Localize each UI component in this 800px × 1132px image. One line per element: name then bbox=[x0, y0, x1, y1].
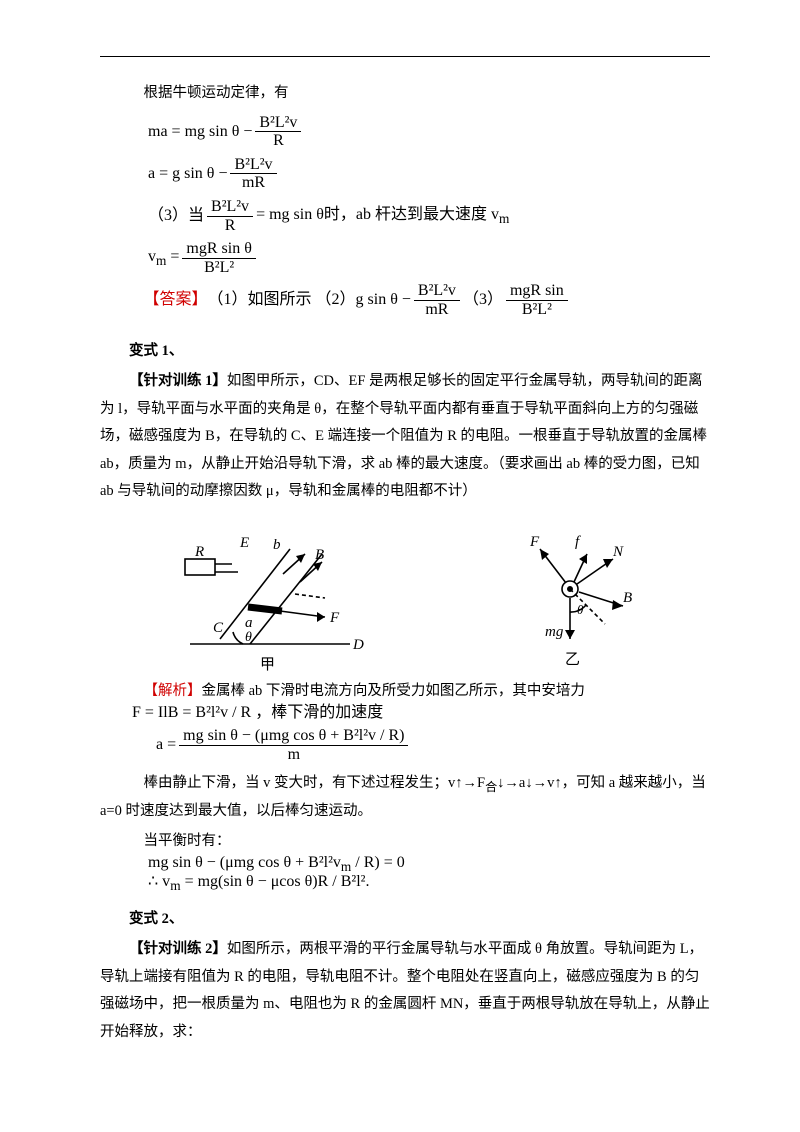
fraction: mg sin θ − (μmg cos θ + B²l²v / R) m bbox=[179, 727, 408, 763]
jiexi-text2a: 棒由静止下滑，当 v 变大时，有下述过程发生；v↑→F bbox=[144, 775, 486, 791]
label-B: B bbox=[623, 590, 632, 606]
frac-den: R bbox=[269, 132, 288, 150]
eq-suf: = mg sin θ时，ab 杆达到最大速度 vm bbox=[256, 207, 509, 226]
equation-ma: ma = mg sin θ − B²L²v R bbox=[148, 114, 710, 150]
label-jia: 甲 bbox=[260, 657, 275, 673]
answer-line: 【答案】 （1）如图所示 （2） g sin θ − B²L²v mR （3） … bbox=[144, 282, 711, 318]
frac-den: B²L² bbox=[518, 301, 556, 319]
jiexi-eq-a: a = mg sin θ − (μmg cos θ + B²l²v / R) m bbox=[156, 727, 710, 763]
eq-lhs: a = g sin θ − bbox=[148, 166, 227, 182]
frac-num: B²L²v bbox=[255, 114, 301, 133]
figure-yi: F f N B mg θ 乙 bbox=[495, 514, 645, 674]
label-C: C bbox=[213, 620, 224, 636]
jiexi-eq2: mg sin θ − (μmg cos θ + B²l²vm / R) = 0 bbox=[148, 855, 710, 874]
frac-num: B²L²v bbox=[207, 198, 253, 217]
answer-part1: （1）如图所示 （2） bbox=[208, 292, 356, 308]
equation-a: a = g sin θ − B²L²v mR bbox=[148, 156, 710, 192]
label-N: N bbox=[612, 544, 624, 560]
bianshi-2-heading: 变式 2、 bbox=[100, 906, 710, 934]
header-rule bbox=[100, 56, 710, 57]
frac-num: mg sin θ − (μmg cos θ + B²l²v / R) bbox=[179, 727, 408, 746]
frac-num: mgR sin θ bbox=[182, 240, 255, 259]
jiexi-label: 【解析】 bbox=[144, 683, 202, 699]
frac-num: B²L²v bbox=[230, 156, 276, 175]
frac-den: R bbox=[221, 217, 240, 235]
label-f: f bbox=[575, 534, 581, 550]
train1-paragraph: 【针对训练 1】如图甲所示，CD、EF 是两根足够长的固定平行金属导轨，两导轨间… bbox=[100, 368, 710, 506]
jiexi-text3: 当平衡时有： bbox=[100, 828, 710, 856]
label-B: B bbox=[315, 547, 324, 563]
label-theta: θ bbox=[245, 630, 252, 645]
fraction: B²L²v mR bbox=[230, 156, 276, 192]
answer-label: 【答案】 bbox=[144, 292, 208, 308]
fraction: mgR sin θ B²L² bbox=[182, 240, 255, 276]
label-R: R bbox=[194, 544, 204, 560]
label-F: F bbox=[529, 534, 540, 550]
jiexi-text2: 棒由静止下滑，当 v 变大时，有下述过程发生；v↑→F合↓→a↓→v↑，可知 a… bbox=[100, 770, 710, 826]
page: 根据牛顿运动定律，有 ma = mg sin θ − B²L²v R a = g… bbox=[0, 0, 800, 1132]
frac-den: mR bbox=[238, 174, 269, 192]
equation-vm: vm = mgR sin θ B²L² bbox=[148, 240, 710, 276]
fraction: B²L²v mR bbox=[414, 282, 460, 318]
answer-part3: （3） bbox=[463, 292, 503, 308]
frac-num: B²L²v bbox=[414, 282, 460, 301]
equation-condition: （3）当 B²L²v R = mg sin θ时，ab 杆达到最大速度 vm bbox=[148, 198, 710, 234]
label-mg: mg bbox=[545, 624, 564, 640]
eq-lhs: vm = bbox=[148, 249, 179, 268]
eq-pre: （3）当 bbox=[148, 208, 204, 224]
jiexi-eq-F: F = IlB = B²l²v / R ，棒下滑的加速度 bbox=[132, 705, 710, 721]
train1-label: 【针对训练 1】 bbox=[129, 373, 227, 389]
answer-part2: g sin θ − bbox=[356, 292, 411, 308]
fraction: mgR sin B²L² bbox=[506, 282, 568, 318]
train1-body: 如图甲所示，CD、EF 是两根足够长的固定平行金属导轨，两导轨间的距离为 l，导… bbox=[100, 373, 707, 499]
label-E: E bbox=[239, 535, 249, 551]
frac-den: B²L² bbox=[200, 259, 238, 277]
label-D: D bbox=[352, 637, 364, 653]
label-theta: θ bbox=[577, 602, 584, 617]
frac-num: mgR sin bbox=[506, 282, 568, 301]
label-yi: 乙 bbox=[565, 652, 580, 668]
jiexi-eq3: ∴ vm = mg(sin θ − μcos θ)R / B²l². bbox=[148, 874, 710, 893]
text-newton-law: 根据牛顿运动定律，有 bbox=[100, 80, 710, 108]
label-a: a bbox=[245, 615, 253, 631]
bianshi-1-heading: 变式 1、 bbox=[100, 338, 710, 366]
train2-label: 【针对训练 2】 bbox=[129, 941, 227, 957]
frac-den: m bbox=[284, 746, 304, 764]
label-b: b bbox=[273, 537, 281, 553]
jiexi-line1: 【解析】金属棒 ab 下滑时电流方向及所受力如图乙所示，其中安培力 bbox=[100, 678, 710, 706]
train2-paragraph: 【针对训练 2】如图所示，两根平滑的平行金属导轨与水平面成 θ 角放置。导轨间距… bbox=[100, 936, 710, 1046]
fraction: B²L²v R bbox=[207, 198, 253, 234]
sub-he: 合 bbox=[485, 779, 497, 793]
fraction: B²L²v R bbox=[255, 114, 301, 150]
figure-jia: R E b B C a F D θ 甲 bbox=[165, 514, 375, 674]
figures-row: R E b B C a F D θ 甲 bbox=[100, 514, 710, 674]
eq-a-lhs: a = bbox=[156, 737, 176, 753]
frac-den: mR bbox=[421, 301, 452, 319]
eq-lhs: ma = mg sin θ − bbox=[148, 124, 252, 140]
jiexi-text1: 金属棒 ab 下滑时电流方向及所受力如图乙所示，其中安培力 bbox=[202, 683, 585, 699]
label-F: F bbox=[329, 610, 340, 626]
